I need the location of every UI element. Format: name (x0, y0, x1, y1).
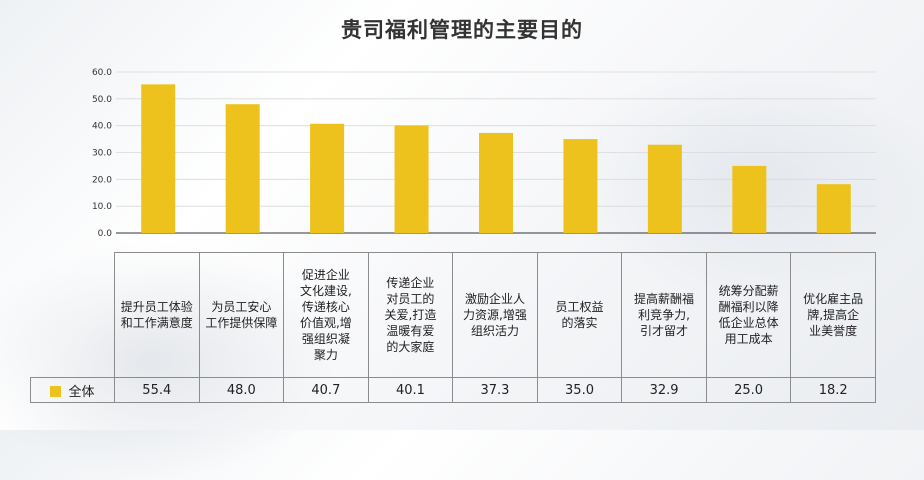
table-corner (30, 252, 115, 378)
category-label-line: 强组织凝 (301, 332, 350, 346)
legend-label: 全体 (68, 384, 95, 400)
value-label: 32.9 (621, 377, 707, 403)
category-label-line: 牌,提高企 (807, 308, 860, 322)
bar-chart: 0.0 10.0 20.0 30.0 40.0 50.0 60.0 (92, 68, 876, 239)
chart-title: 贵司福利管理的主要目的 (341, 18, 583, 42)
category-label-line: 和工作满意度 (120, 316, 193, 330)
value-label: 40.7 (283, 377, 369, 403)
category-label-line: 文化建设, (299, 284, 352, 298)
category-label-line: 的大家庭 (386, 340, 435, 354)
bar (310, 123, 345, 233)
bar (479, 132, 513, 233)
value-label: 18.2 (790, 377, 876, 403)
category-label-line: 统筹分配薪 (718, 284, 779, 298)
category-label-line: 酬福利以降 (718, 300, 779, 314)
category-label-line: 关爱,打造 (384, 308, 437, 322)
legend-cell: 全体 (30, 377, 115, 403)
category-label-line: 促进企业 (301, 268, 350, 282)
y-tick-label: 30.0 (92, 149, 112, 159)
y-tick-label: 50.0 (92, 95, 112, 105)
category-label-line: 低企业总体 (718, 316, 779, 330)
category-label-line: 用工成本 (724, 332, 773, 346)
category-label-line: 提升员工体验 (120, 300, 193, 314)
category-label: 为员工安心工作提供保障 (198, 252, 285, 378)
category-label: 员工权益 的落实 (536, 252, 623, 378)
category-label-line: 提高薪酬福 (634, 292, 695, 306)
category-label-line: 组织活力 (470, 324, 519, 338)
category-label-line: 的落实 (561, 316, 598, 330)
category-label: 传递企业对员工的关爱,打造温暖有爱的大家庭 (367, 252, 454, 378)
category-label-line: 温暖有爱 (386, 324, 435, 338)
category-label-line: 传递核心 (301, 300, 350, 314)
category-label: 统筹分配薪酬福利以降低企业总体用工成本 (705, 252, 792, 378)
legend-swatch (50, 385, 62, 397)
category-label: 激励企业人力资源,增强 组织活力 (452, 252, 538, 378)
bar (141, 84, 176, 234)
category-label-line: 利竞争力, (638, 308, 690, 322)
y-tick-label: 20.0 (92, 175, 112, 185)
value-label: 35.0 (536, 377, 623, 403)
category-label: 提高薪酬福利竞争力, 引才留才 (621, 252, 707, 378)
category-label-line: 传递企业 (386, 276, 435, 290)
category-label-line: 力资源,增强 (463, 308, 527, 322)
category-label-line: 为员工安心 (211, 300, 272, 314)
y-tick-label: 40.0 (92, 122, 112, 132)
bar (647, 144, 682, 233)
category-label-line: 业美誉度 (809, 324, 858, 338)
value-label: 37.3 (452, 377, 538, 403)
category-label-line: 价值观,增 (299, 316, 352, 330)
value-label: 25.0 (705, 377, 792, 403)
category-label: 优化雇主品牌,提高企业美誉度 (790, 252, 876, 378)
bars (141, 84, 851, 234)
category-label-line: 工作提供保障 (205, 316, 278, 330)
value-row: 全体 55.4 48.0 40.7 40.1 37.3 35.0 32.9 25.0 18.2 (30, 377, 876, 403)
y-axis: 0.0 10.0 20.0 30.0 40.0 50.0 60.0 (92, 68, 112, 239)
value-label: 55.4 (114, 377, 200, 403)
category-label-line: 聚力 (313, 348, 338, 362)
bar (816, 184, 851, 233)
bar (225, 104, 260, 233)
category-label-line: 引才留才 (640, 324, 689, 338)
category-label-line: 对员工的 (386, 292, 435, 306)
category-label: 提升员工体验 和工作满意度 (114, 252, 200, 378)
bar (732, 165, 767, 233)
data-table: 提升员工体验 和工作满意度 为员工安心 工作提供保障 促进企业 文化建设, 传递核心 价值观,… (30, 252, 876, 403)
category-row: 提升员工体验 和工作满意度 为员工安心 工作提供保障 促进企业 文化建设, 传递核心 价值观,… (30, 252, 876, 378)
y-tick-label: 0.0 (98, 229, 113, 239)
category-label-line: 优化雇主品 (803, 292, 864, 306)
value-label: 40.1 (367, 377, 454, 403)
category-label-line: 员工权益 (555, 300, 604, 314)
bar (394, 125, 429, 233)
value-label: 48.0 (198, 377, 285, 403)
y-tick-label: 60.0 (92, 68, 112, 78)
category-label-line: 激励企业人 (464, 292, 525, 306)
bar (563, 139, 598, 233)
category-label: 促进企业文化建设, 传递核心价值观,增强组织凝聚力 (283, 252, 369, 378)
y-tick-label: 10.0 (92, 202, 112, 212)
